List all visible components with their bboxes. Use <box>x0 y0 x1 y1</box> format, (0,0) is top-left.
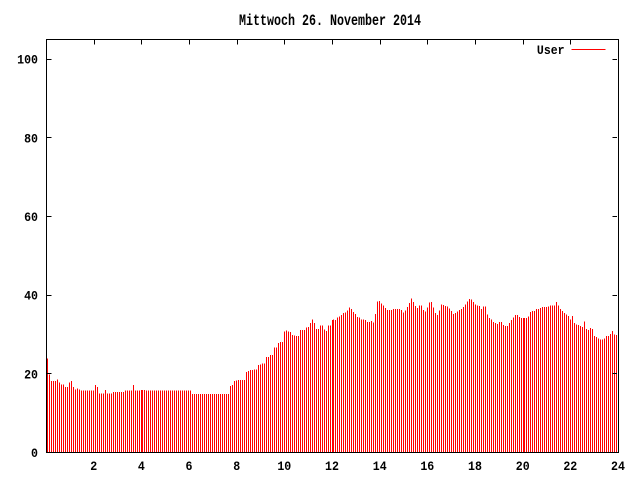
svg-text:2: 2 <box>90 459 97 474</box>
svg-text:14: 14 <box>373 459 387 474</box>
svg-text:User: User <box>537 43 565 58</box>
svg-text:60: 60 <box>24 210 38 225</box>
svg-text:6: 6 <box>186 459 193 474</box>
svg-text:40: 40 <box>24 289 38 304</box>
svg-text:22: 22 <box>563 459 577 474</box>
svg-text:20: 20 <box>24 368 38 383</box>
svg-text:10: 10 <box>277 459 291 474</box>
svg-text:20: 20 <box>516 459 530 474</box>
svg-text:Mittwoch 26. November 2014: Mittwoch 26. November 2014 <box>239 14 421 31</box>
svg-text:80: 80 <box>24 132 38 147</box>
svg-text:16: 16 <box>420 459 434 474</box>
svg-text:8: 8 <box>233 459 240 474</box>
svg-text:18: 18 <box>468 459 482 474</box>
svg-text:4: 4 <box>138 459 146 474</box>
svg-text:100: 100 <box>17 53 38 68</box>
svg-text:0: 0 <box>31 446 38 461</box>
svg-text:24: 24 <box>611 459 625 474</box>
svg-text:12: 12 <box>325 459 339 474</box>
